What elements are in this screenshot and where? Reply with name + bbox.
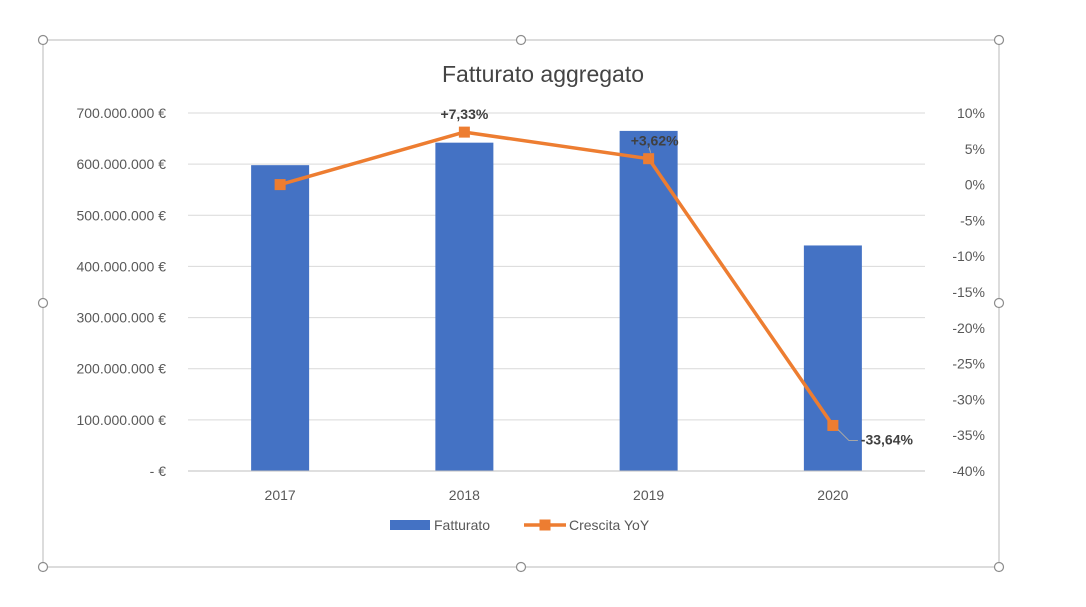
right-tick-label: -25% — [952, 356, 985, 372]
point-marker[interactable] — [274, 179, 286, 191]
resize-handle[interactable] — [993, 561, 1005, 573]
chart-title: Fatturato aggregato — [442, 61, 644, 87]
resize-handle[interactable] — [37, 34, 49, 46]
line-crescita-yoy — [279, 130, 835, 427]
right-tick-label: -40% — [952, 463, 985, 479]
resize-handle[interactable] — [37, 297, 49, 309]
right-tick-label: -10% — [952, 248, 985, 264]
point-marker[interactable] — [643, 153, 655, 165]
left-tick-label: 400.000.000 € — [76, 258, 166, 274]
right-tick-label: -35% — [952, 427, 985, 443]
resize-handle[interactable] — [993, 297, 1005, 309]
bar-fatturato[interactable] — [619, 130, 678, 471]
data-label: +7,33% — [440, 106, 488, 122]
right-tick-label: 0% — [965, 177, 985, 193]
right-tick-label: -15% — [952, 284, 985, 300]
legend-label: Fatturato — [434, 517, 490, 533]
leader-line — [837, 429, 858, 441]
bar-fatturato[interactable] — [803, 245, 862, 471]
left-tick-label: 100.000.000 € — [76, 412, 166, 428]
resize-handle[interactable] — [515, 561, 527, 573]
left-axis: - € 100.000.000 € 200.000.000 € 300.000.000… — [76, 105, 166, 479]
right-tick-label: 5% — [965, 141, 985, 157]
data-labels: +7,33% +3,62% -33,64% — [440, 106, 913, 447]
right-axis: -40% -35% -30% -25% -20% -15% -10% -5% 0% 5% 10% — [952, 105, 985, 479]
legend-item-crescita-yoy[interactable]: Crescita YoY — [524, 517, 650, 533]
left-tick-label: 700.000.000 € — [76, 105, 166, 121]
point-marker[interactable] — [827, 419, 839, 431]
legend-label: Crescita YoY — [569, 517, 650, 533]
line-series — [274, 126, 839, 431]
left-tick-label: 200.000.000 € — [76, 361, 166, 377]
legend-swatch-bar — [390, 520, 430, 530]
x-tick-label: 2019 — [633, 487, 664, 503]
chart-frame — [37, 34, 1005, 573]
right-tick-label: -30% — [952, 391, 985, 407]
resize-handle[interactable] — [37, 561, 49, 573]
left-tick-label: 600.000.000 € — [76, 156, 166, 172]
resize-handle[interactable] — [993, 34, 1005, 46]
x-axis: 2017 2018 2019 2020 — [188, 470, 925, 503]
bar-fatturato[interactable] — [251, 165, 310, 471]
right-tick-label: -20% — [952, 320, 985, 336]
leader-line — [648, 145, 652, 153]
right-tick-label: 10% — [957, 105, 985, 121]
right-tick-label: -5% — [960, 212, 985, 228]
legend-item-fatturato[interactable]: Fatturato — [390, 517, 490, 533]
legend-swatch-marker — [539, 519, 551, 531]
bar-series — [251, 130, 862, 472]
x-tick-label: 2017 — [265, 487, 296, 503]
bar-fatturato[interactable] — [435, 142, 494, 472]
x-tick-label: 2018 — [449, 487, 480, 503]
resize-handle[interactable] — [515, 34, 527, 46]
data-label: +3,62% — [631, 133, 679, 149]
legend[interactable]: Fatturato Crescita YoY — [390, 517, 650, 533]
data-label: -33,64% — [861, 431, 914, 447]
left-tick-label: - € — [150, 463, 167, 479]
left-tick-label: 300.000.000 € — [76, 310, 166, 326]
point-marker[interactable] — [458, 126, 470, 138]
left-tick-label: 500.000.000 € — [76, 207, 166, 223]
x-tick-label: 2020 — [817, 487, 848, 503]
